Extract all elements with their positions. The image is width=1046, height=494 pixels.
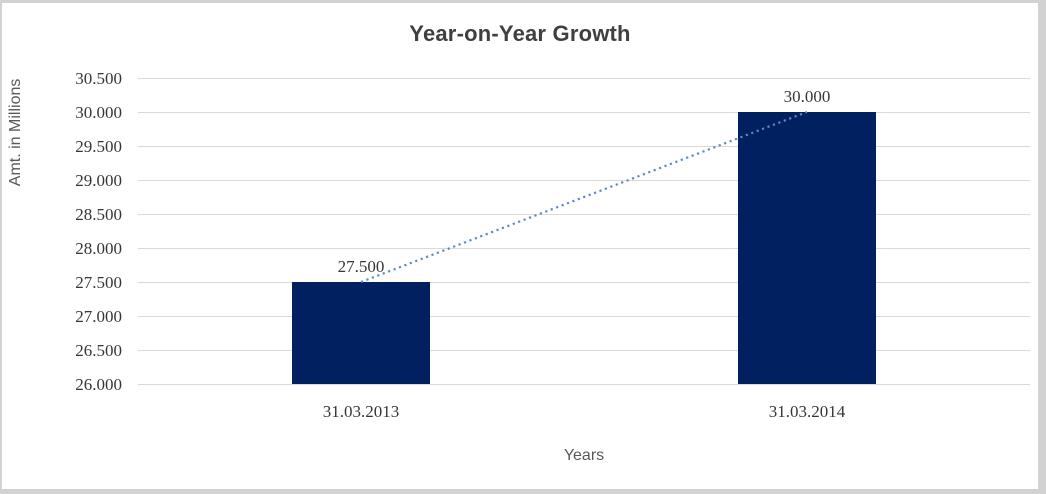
x-axis-tick-label: 31.03.2014 <box>768 402 846 421</box>
y-axis-tick-label: 29.500 <box>75 137 122 156</box>
y-axis-title: Amt. in Millions <box>7 78 24 187</box>
data-label: 27.500 <box>337 257 385 276</box>
gridline <box>138 146 1030 147</box>
trendline <box>360 110 808 284</box>
gridline <box>138 350 1030 351</box>
x-axis-tick-label: 31.03.2013 <box>322 402 400 421</box>
bar-31.03.2013 <box>292 282 430 384</box>
y-axis-tick-label: 30.500 <box>75 69 122 88</box>
data-label: 30.000 <box>783 87 831 106</box>
chart-title: Year-on-Year Growth <box>409 21 631 46</box>
chart-area: Year-on-Year Growth Amt. in Millions Yea… <box>2 3 1038 489</box>
gridline <box>138 78 1030 79</box>
gridline <box>138 316 1030 317</box>
x-axis-title: Years <box>563 447 605 464</box>
y-axis-tick-label: 28.000 <box>75 239 122 258</box>
bar-31.03.2014 <box>738 112 876 384</box>
y-axis-tick-label: 28.500 <box>75 205 122 224</box>
gridline <box>138 248 1030 249</box>
plot-area <box>138 78 1030 385</box>
gridline <box>138 214 1030 215</box>
y-axis-tick-label: 26.000 <box>75 375 122 394</box>
y-axis-tick-label: 26.500 <box>75 341 122 360</box>
y-axis-tick-label: 30.000 <box>75 103 122 122</box>
y-axis-tick-label: 27.000 <box>75 307 122 326</box>
gridline <box>138 112 1030 113</box>
gridline <box>138 180 1030 181</box>
gridline <box>138 282 1030 283</box>
y-axis-tick-label: 27.500 <box>75 273 122 292</box>
gridline <box>138 384 1030 385</box>
y-axis-tick-label: 29.000 <box>75 171 122 190</box>
